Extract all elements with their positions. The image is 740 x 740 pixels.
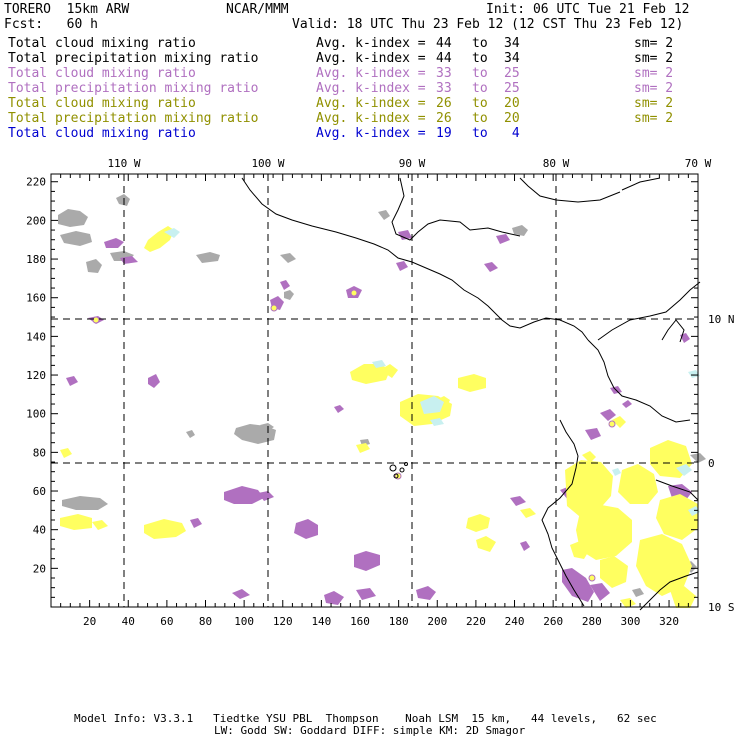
legend-field-label: Total precipitation mixing ratio (8, 81, 259, 96)
legend-field-label: Total precipitation mixing ratio (8, 111, 259, 126)
legend-kindex-label: Avg. k-index = (316, 126, 434, 141)
valid-time: Valid: 18 UTC Thu 23 Feb 12 (12 CST Thu … (292, 17, 684, 32)
legend-smoothing: sm= 2 (634, 111, 674, 126)
x-tick-label: 220 (466, 615, 486, 628)
axis-ticks (51, 174, 698, 607)
lat-label: 10 N (708, 313, 735, 326)
legend-kindex-to: 20 (504, 96, 520, 111)
legend-kindex-label: Avg. k-index = (316, 81, 434, 96)
lonlat-labels: 110 W 100 W 90 W 80 W 70 W 10 N 0 10 S (107, 157, 734, 614)
x-tick-label: 240 (505, 615, 525, 628)
legend-kindex-label: Avg. k-index = (316, 96, 434, 111)
init-time: Init: 06 UTC Tue 21 Feb 12 (486, 2, 690, 17)
legend-field-label: Total cloud mixing ratio (8, 36, 196, 51)
y-tick-label: 40 (33, 524, 46, 537)
y-tick-label: 160 (26, 292, 46, 305)
legend-kindex-from: 44 (436, 36, 452, 51)
legend-kindex-to-word: to (472, 81, 488, 96)
legend-smoothing: sm= 2 (634, 36, 674, 51)
legend-kindex-to: 34 (504, 36, 520, 51)
lon-label: 100 W (251, 157, 284, 170)
legend-kindex-to-word: to (472, 96, 488, 111)
legend-kindex-to: 34 (504, 51, 520, 66)
x-tick-label: 260 (543, 615, 563, 628)
lat-label: 0 (708, 457, 715, 470)
legend-kindex-from: 44 (436, 51, 452, 66)
x-tick-label: 280 (582, 615, 602, 628)
lon-label: 90 W (399, 157, 426, 170)
y-tick-label: 60 (33, 485, 46, 498)
y-tick-label: 140 (26, 330, 46, 343)
y-tick-label: 220 (26, 176, 46, 189)
lon-label: 80 W (543, 157, 570, 170)
lon-label: 70 W (685, 157, 712, 170)
legend-kindex-to: 25 (504, 81, 520, 96)
legend-kindex-from: 33 (436, 81, 452, 96)
x-tick-label: 140 (311, 615, 331, 628)
legend-kindex-label: Avg. k-index = (316, 66, 434, 81)
legend-kindex-to-word: to (472, 126, 488, 141)
legend-kindex-from: 33 (436, 66, 452, 81)
x-tick-label: 160 (350, 615, 370, 628)
x-tick-label: 100 (234, 615, 254, 628)
axis-tick-labels: 20 40 60 80 100 120 140 160 180 200 220 240 260 280 30… (26, 176, 679, 628)
x-tick-label: 20 (83, 615, 96, 628)
x-tick-label: 180 (389, 615, 409, 628)
legend-kindex-to-word: to (472, 36, 488, 51)
legend-kindex-to-word: to (472, 66, 488, 81)
legend-kindex-from: 19 (436, 126, 452, 141)
legend-kindex-to: 4 (504, 126, 520, 141)
x-tick-label: 80 (199, 615, 212, 628)
latlon-grid (51, 174, 698, 607)
legend-kindex-label: Avg. k-index = (316, 36, 434, 51)
model-title: TORERO 15km ARW (4, 2, 130, 17)
center-title: NCAR/MMM (226, 2, 289, 17)
legend-smoothing: sm= 2 (634, 51, 674, 66)
legend-kindex-label: Avg. k-index = (316, 111, 434, 126)
cloud-field-layer (58, 194, 706, 608)
y-tick-label: 20 (33, 562, 46, 575)
legend-kindex-from: 26 (436, 96, 452, 111)
y-tick-label: 120 (26, 369, 46, 382)
coastline (241, 177, 701, 611)
legend-field-label: Total cloud mixing ratio (8, 96, 196, 111)
legend-field-label: Total cloud mixing ratio (8, 66, 196, 81)
legend-kindex-to: 25 (504, 66, 520, 81)
y-tick-label: 80 (33, 446, 46, 459)
x-tick-label: 320 (659, 615, 679, 628)
legend-smoothing: sm= 2 (634, 96, 674, 111)
y-tick-label: 100 (26, 408, 46, 421)
x-tick-label: 300 (620, 615, 640, 628)
map-frame (50, 173, 699, 608)
legend-kindex-to-word: to (472, 51, 488, 66)
legend-field-label: Total precipitation mixing ratio (8, 51, 259, 66)
legend-smoothing: sm= 2 (634, 66, 674, 81)
x-tick-label: 120 (273, 615, 293, 628)
legend-field-label: Total cloud mixing ratio (8, 126, 196, 141)
x-tick-label: 200 (427, 615, 447, 628)
x-tick-label: 60 (160, 615, 173, 628)
legend-kindex-from: 26 (436, 111, 452, 126)
lon-label: 110 W (107, 157, 140, 170)
y-tick-label: 200 (26, 214, 46, 227)
lat-label: 10 S (708, 601, 735, 614)
footer-model-info: Model Info: V3.3.1 Tiedtke YSU PBL Thomp… (74, 712, 657, 725)
x-tick-label: 40 (122, 615, 135, 628)
legend-kindex-to-word: to (472, 111, 488, 126)
legend-kindex-label: Avg. k-index = (316, 51, 434, 66)
footer-physics-info: LW: Godd SW: Goddard DIFF: simple KM: 2D… (214, 724, 526, 737)
legend-smoothing: sm= 2 (634, 81, 674, 96)
legend-kindex-to: 20 (504, 111, 520, 126)
y-tick-label: 180 (26, 253, 46, 266)
galapagos-islands (389, 462, 408, 479)
forecast-hour: Fcst: 60 h (4, 17, 98, 32)
